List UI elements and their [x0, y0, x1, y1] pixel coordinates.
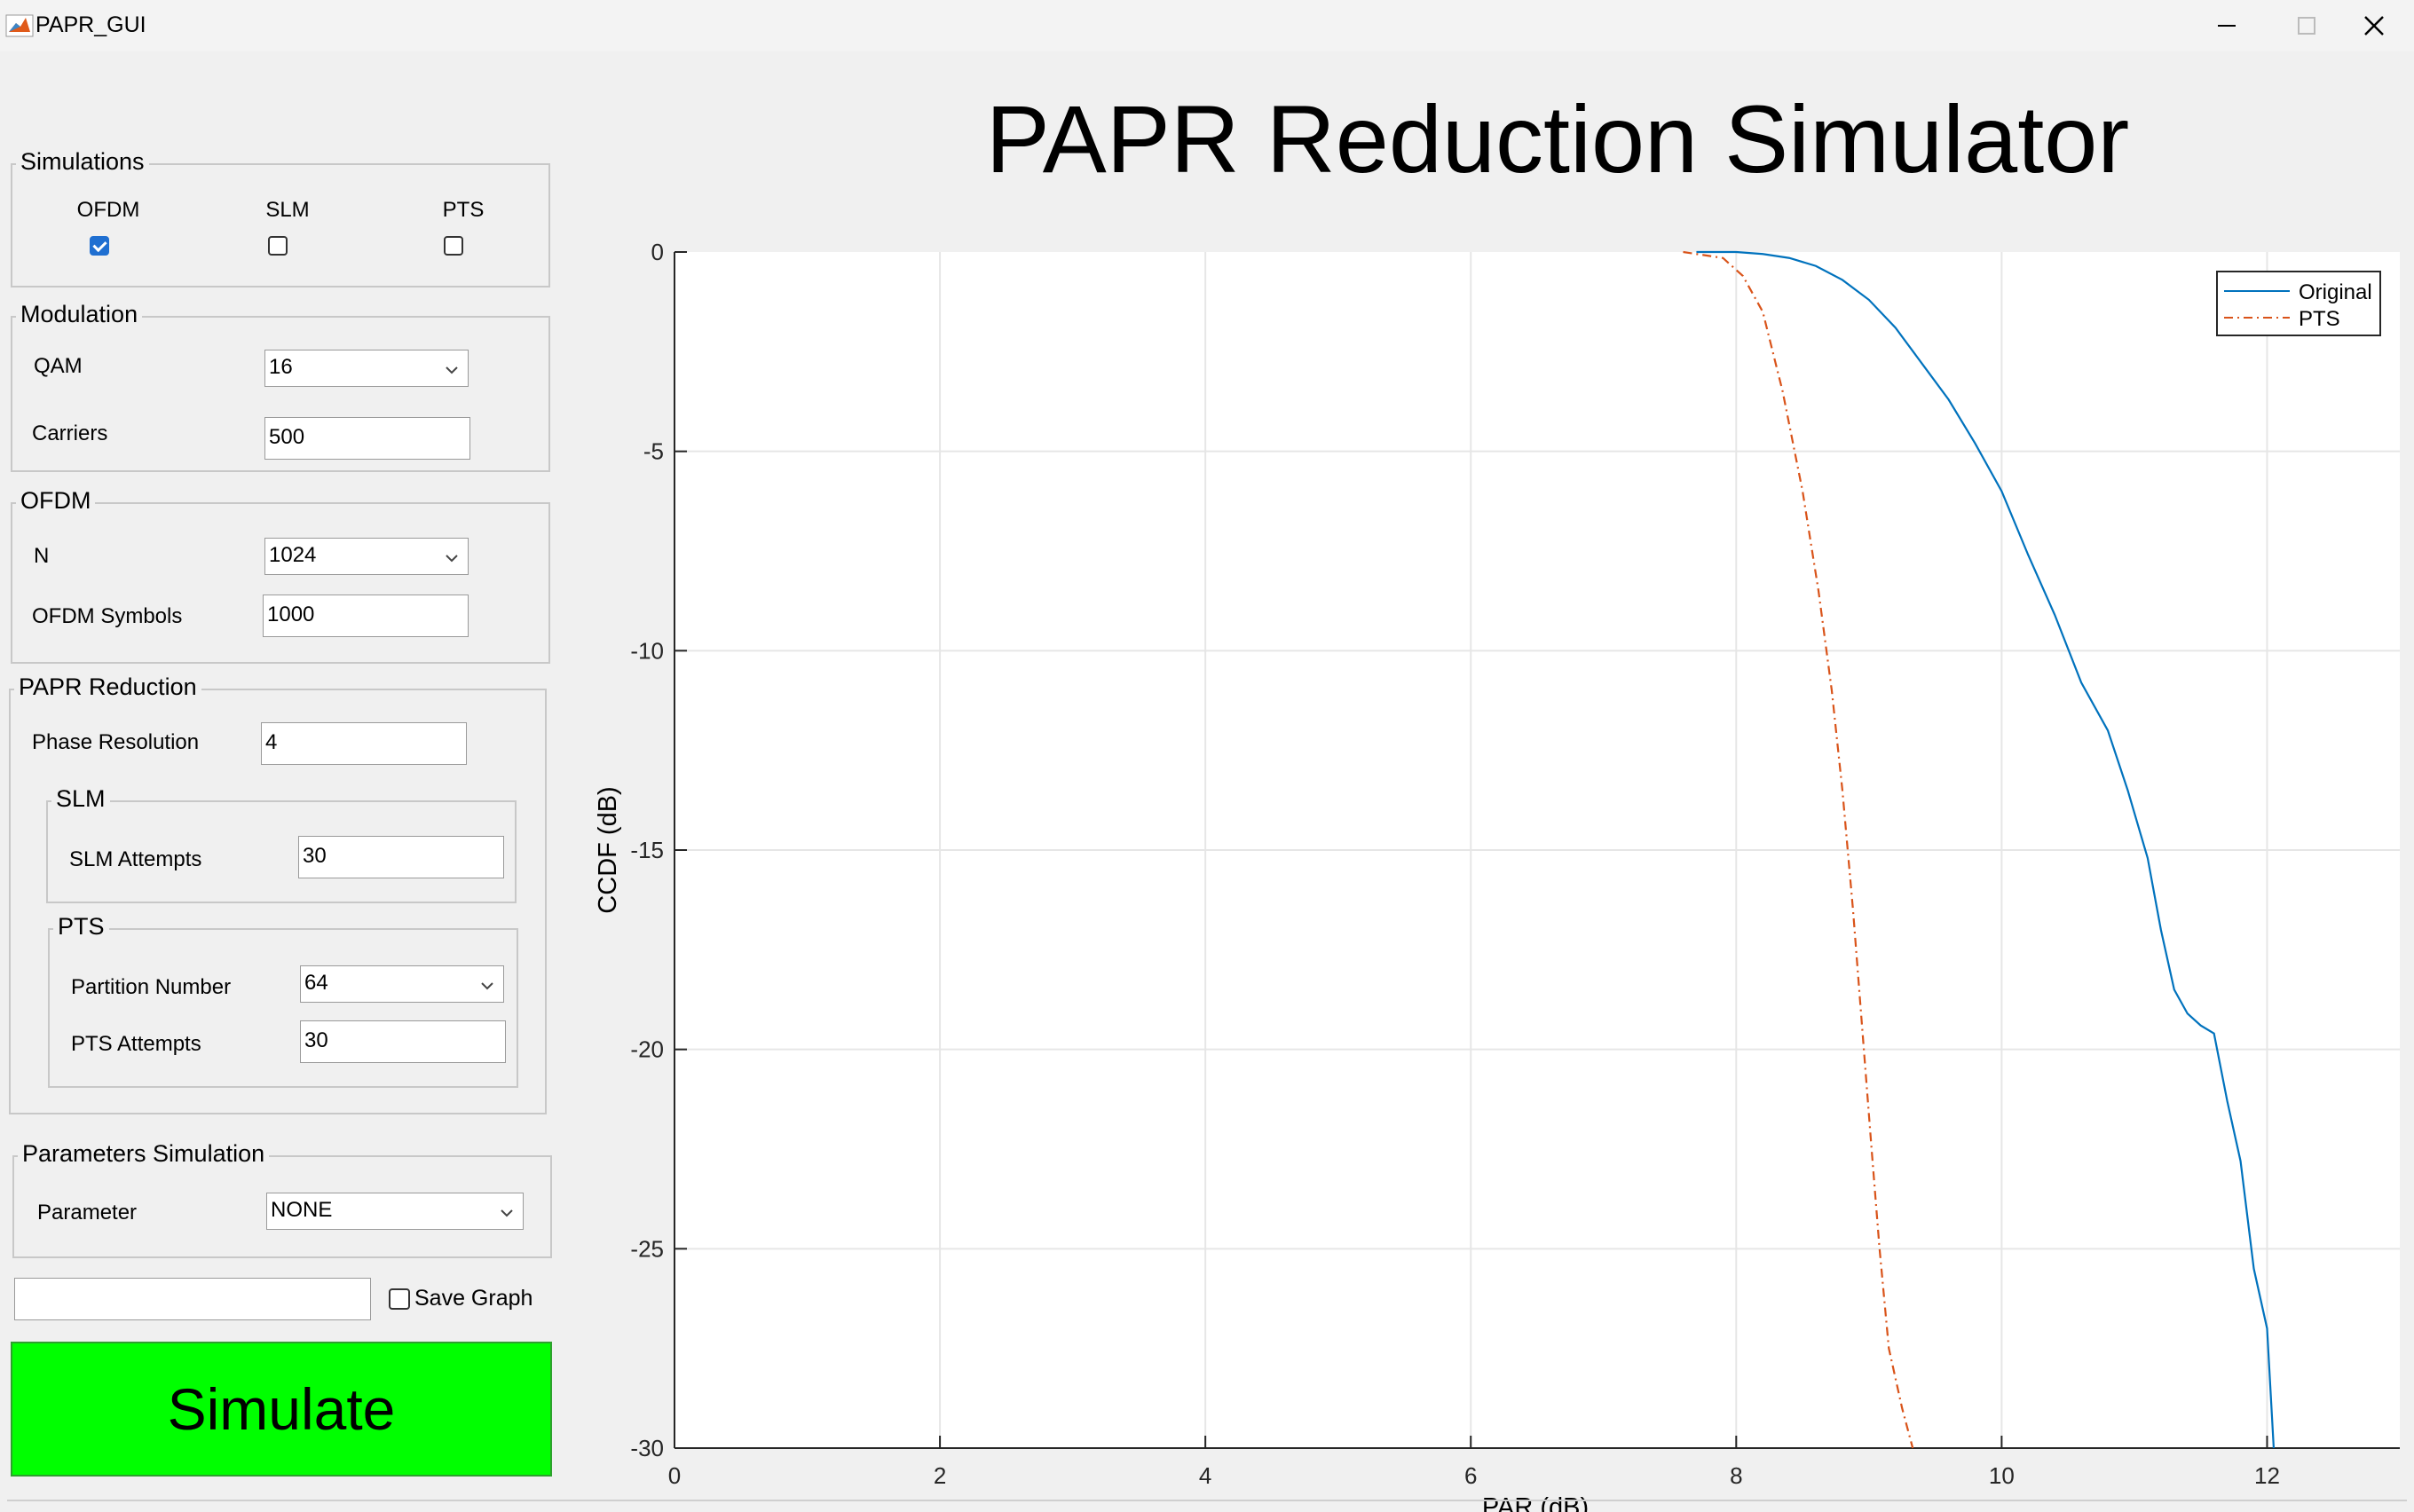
parameter-dropdown[interactable]: NONE — [266, 1193, 524, 1230]
papr-reduction-panel: PAPR Reduction Phase Resolution 4 SLM SL… — [9, 672, 547, 1114]
ofdm-panel-title: OFDM — [16, 485, 96, 516]
y-tick-label: -30 — [630, 1435, 664, 1461]
ofdm-symbols-label: OFDM Symbols — [32, 604, 183, 628]
ofdm-checkbox[interactable] — [90, 236, 109, 256]
n-label: N — [34, 544, 50, 568]
save-graph-label: Save Graph — [414, 1286, 533, 1311]
filename-input[interactable] — [14, 1278, 371, 1320]
series-line-pts — [1683, 250, 1914, 1449]
pts-subpanel-title: PTS — [53, 911, 109, 941]
chevron-down-icon — [446, 366, 458, 374]
slm-checkbox-label: SLM — [265, 198, 310, 222]
chevron-down-icon — [481, 982, 493, 990]
carriers-label: Carriers — [32, 421, 108, 445]
slm-subpanel: SLM SLM Attempts 30 — [46, 784, 517, 903]
qam-label: QAM — [34, 354, 83, 378]
x-tick-label: 12 — [2254, 1462, 2280, 1489]
simulations-panel: Simulations OFDM SLM PTS — [11, 146, 550, 287]
app-title: PAPR Reduction Simulator — [985, 85, 2130, 193]
legend-label-original: Original — [2299, 280, 2372, 304]
pts-subpanel: PTS Partition Number 64 PTS Attempts 30 — [48, 911, 518, 1088]
y-tick-label: -15 — [630, 837, 664, 863]
window-title: PAPR_GUI — [36, 12, 146, 37]
partition-number-value: 64 — [304, 971, 328, 995]
bottom-divider — [7, 1500, 2407, 1501]
window-titlebar: PAPR_GUI — [0, 0, 2414, 51]
simulate-button[interactable]: Simulate — [11, 1342, 552, 1477]
maximize-icon — [2298, 17, 2315, 35]
qam-dropdown[interactable]: 16 — [264, 350, 469, 387]
series-line-original — [1696, 250, 2276, 1449]
x-tick-label: 2 — [934, 1462, 946, 1489]
slm-checkbox[interactable] — [268, 236, 288, 256]
partition-number-label: Partition Number — [71, 975, 232, 999]
y-axis-label: CCDF (dB) — [594, 786, 622, 913]
slm-attempts-label: SLM Attempts — [69, 847, 202, 871]
phase-resolution-label: Phase Resolution — [32, 730, 200, 754]
ofdm-symbols-input[interactable]: 1000 — [263, 595, 469, 637]
phase-resolution-input[interactable]: 4 — [261, 722, 467, 765]
partition-number-dropdown[interactable]: 64 — [300, 965, 504, 1003]
close-icon — [2364, 16, 2384, 35]
chevron-down-icon — [446, 555, 458, 563]
x-tick-label: 4 — [1199, 1462, 1211, 1489]
x-tick-label: 10 — [1989, 1462, 2015, 1489]
pts-checkbox[interactable] — [444, 236, 463, 256]
minimize-icon — [2218, 25, 2236, 27]
y-tick-label: -20 — [630, 1036, 664, 1063]
pts-checkbox-label: PTS — [442, 198, 485, 222]
y-tick-label: -10 — [630, 637, 664, 664]
ofdm-checkbox-label: OFDM — [76, 198, 140, 222]
plot-area — [674, 252, 2400, 1448]
chevron-down-icon — [501, 1209, 513, 1217]
pts-attempts-input[interactable]: 30 — [300, 1020, 506, 1063]
legend-box — [2216, 271, 2381, 336]
x-tick-label: 0 — [668, 1462, 681, 1489]
qam-dropdown-value: 16 — [269, 355, 293, 379]
matlab-icon — [5, 14, 34, 37]
slm-attempts-input[interactable]: 30 — [298, 836, 504, 878]
legend-label-pts: PTS — [2299, 307, 2340, 331]
ofdm-panel: OFDM N 1024 OFDM Symbols 1000 — [11, 485, 550, 664]
y-tick-label: -25 — [630, 1235, 664, 1262]
n-dropdown[interactable]: 1024 — [264, 538, 469, 575]
x-tick-label: 8 — [1730, 1462, 1742, 1489]
close-button[interactable] — [2334, 4, 2414, 48]
parameters-simulation-panel-title: Parameters Simulation — [18, 1138, 270, 1169]
slm-subpanel-title: SLM — [51, 784, 110, 814]
y-tick-label: -5 — [643, 438, 664, 465]
papr-reduction-panel-title: PAPR Reduction — [14, 672, 201, 702]
save-graph-checkbox[interactable] — [389, 1288, 410, 1310]
parameter-label: Parameter — [37, 1201, 138, 1225]
n-dropdown-value: 1024 — [269, 543, 317, 567]
x-tick-label: 6 — [1464, 1462, 1477, 1489]
maximize-button[interactable] — [2267, 4, 2347, 48]
carriers-input[interactable]: 500 — [264, 417, 470, 460]
minimize-button[interactable] — [2187, 4, 2267, 48]
modulation-panel-title: Modulation — [16, 299, 143, 329]
parameters-simulation-panel: Parameters Simulation Parameter NONE — [12, 1138, 552, 1258]
pts-attempts-label: PTS Attempts — [71, 1032, 201, 1056]
parameter-dropdown-value: NONE — [271, 1198, 333, 1222]
modulation-panel: Modulation QAM 16 Carriers 500 — [11, 299, 550, 472]
y-tick-label: 0 — [651, 239, 664, 265]
simulations-panel-title: Simulations — [16, 146, 149, 177]
x-axis-label: PAR (dB) — [1482, 1493, 1589, 1512]
